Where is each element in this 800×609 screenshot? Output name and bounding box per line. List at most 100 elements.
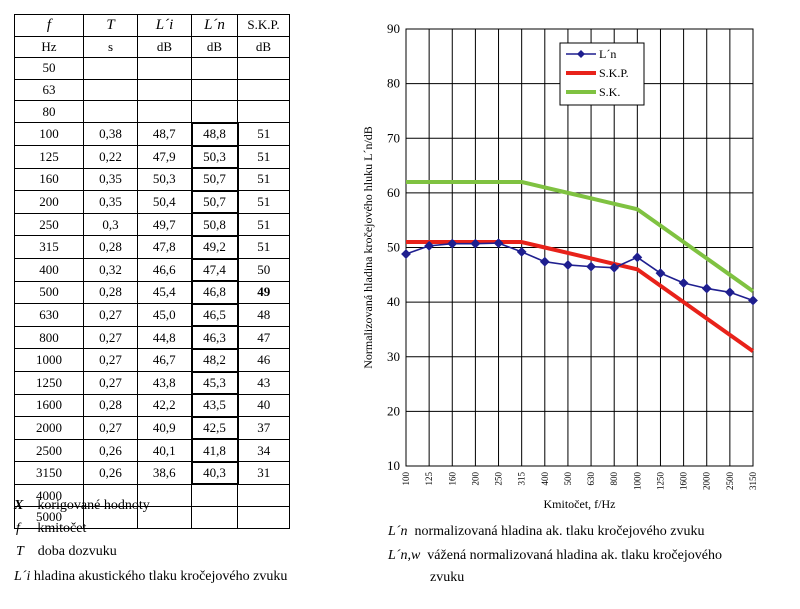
legend-marker	[577, 50, 585, 58]
table-cell: 51	[237, 122, 290, 147]
table-cell	[191, 100, 238, 124]
table-cell: 46,6	[137, 258, 192, 282]
table-row: 500 0,28 45,4 46,8 49	[14, 280, 290, 305]
table-cell: 49	[237, 280, 290, 305]
table-row: 125 0,22 47,9 50,3 51	[14, 144, 290, 170]
table-cell: 49,2	[190, 234, 239, 260]
table-cell: 0,28	[83, 393, 138, 418]
table-cell: 34	[237, 438, 290, 463]
x-tick-label: 1600	[679, 472, 689, 491]
table-row: 250 0,3 49,7 50,8 51	[14, 212, 290, 237]
series-line-sk	[406, 179, 755, 293]
table-cell: 0,32	[83, 258, 138, 282]
table-row: 80	[14, 100, 290, 124]
table-cell	[191, 78, 238, 102]
table-cell	[191, 483, 238, 508]
table-cell: 0,27	[83, 348, 138, 372]
data-point	[401, 249, 411, 259]
table-cell	[83, 100, 138, 124]
table-row: 315 0,28 47,8 49,2 51	[14, 234, 290, 260]
x-tick-label: 3150	[748, 472, 758, 491]
table-cell: 37	[237, 416, 290, 440]
table-cell: 160	[14, 167, 84, 192]
table-cell	[237, 78, 290, 102]
table-cell: 51	[237, 190, 290, 214]
table-cell: 46,7	[137, 348, 192, 372]
table-cell: 0,26	[83, 438, 138, 463]
table-cell: 51	[237, 212, 290, 237]
table-cell: 48,8	[190, 121, 239, 147]
table-cell	[237, 506, 290, 529]
table-cell: 38,6	[137, 461, 192, 485]
table-cell: 50	[237, 258, 290, 282]
data-point	[655, 268, 666, 279]
table-cell	[237, 57, 290, 80]
legend-label: S.K.P.	[599, 66, 629, 80]
legend-item-f: f kmitočet	[16, 521, 87, 536]
table-cell: 51	[237, 145, 290, 169]
table-row: 1600 0,28 42,2 43,5 40	[14, 393, 290, 418]
data-point	[678, 278, 689, 288]
table-cell: 43,5	[190, 393, 239, 418]
x-tick-label: 160	[447, 472, 457, 486]
x-tick-label: 2000	[702, 472, 712, 491]
table-cell: 0,35	[83, 167, 138, 192]
table-cell: 49,7	[137, 212, 192, 237]
table-cell: 51	[237, 167, 290, 192]
x-axis-label: Kmitočet, f/Hz	[544, 497, 616, 510]
data-point	[563, 260, 573, 270]
table-cell: 46,8	[190, 280, 239, 305]
x-tick-label: 2500	[725, 472, 735, 491]
data-point	[447, 238, 458, 249]
column-unit: Hz	[14, 35, 84, 59]
legend-item-lnw-continued: zvuku	[430, 570, 465, 585]
column-header: f	[14, 14, 84, 37]
table-row: 50	[14, 57, 290, 80]
table-cell: 42,2	[137, 393, 192, 418]
table-cell: 40,1	[137, 438, 192, 463]
table-cell: 0,27	[83, 416, 138, 440]
table-cell: 43,8	[137, 371, 192, 395]
table-cell	[137, 78, 192, 102]
table-row: 4000	[14, 483, 290, 508]
table-row: 1250 0,27 43,8 45,3 43	[14, 370, 290, 396]
table-cell: 50	[14, 57, 84, 80]
table-cell: 45,4	[137, 280, 192, 305]
table-cell: 50,7	[190, 167, 239, 192]
table-row: 800 0,27 44,8 46,3 47	[14, 325, 290, 350]
table-cell: 1600	[14, 393, 84, 418]
table-cell	[191, 57, 238, 80]
x-tick-label: 250	[494, 472, 504, 486]
table-cell: 0,35	[83, 190, 138, 214]
table-cell	[137, 100, 192, 124]
table-cell: 200	[14, 190, 84, 214]
table-cell: 43	[237, 371, 290, 395]
column-unit: s	[83, 35, 138, 59]
table-cell: 40	[237, 393, 290, 418]
legend-item-ln: L´n normalizovaná hladina ak. tlaku kroč…	[388, 524, 705, 539]
data-point	[493, 238, 504, 249]
table-cell: 41,8	[190, 438, 239, 463]
table-cell: 5000	[14, 506, 84, 529]
table-cell: 2000	[14, 416, 84, 440]
table-cell: 0,22	[83, 145, 138, 169]
table-cell: 44,8	[137, 325, 192, 350]
x-tick-label: 100	[401, 472, 411, 486]
data-point	[586, 261, 596, 272]
table-cell: 46,3	[190, 325, 239, 350]
y-tick-label: 60	[387, 185, 400, 200]
x-tick-label: 400	[540, 472, 550, 486]
table-cell: 46,5	[190, 302, 239, 328]
x-tick-label: 800	[609, 472, 619, 486]
x-tick-label: 1000	[632, 472, 642, 491]
column-header: T	[83, 14, 138, 37]
table-cell: 40,3	[190, 460, 239, 486]
table-cell: 250	[14, 212, 84, 237]
table-cell	[83, 57, 138, 80]
table-cell: 48	[237, 303, 290, 327]
table-cell: 45,3	[190, 370, 239, 396]
table-row: 160 0,35 50,3 50,7 51	[14, 167, 290, 192]
table-cell: 50,7	[190, 189, 239, 215]
table-cell: 47,4	[190, 257, 239, 283]
column-header: S.K.P.	[237, 14, 290, 37]
